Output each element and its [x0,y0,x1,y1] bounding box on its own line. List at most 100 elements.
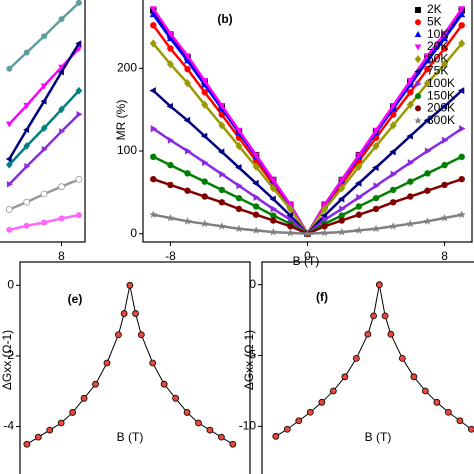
marker [269,184,277,193]
marker [341,373,349,381]
marker [150,175,157,183]
x-tick-label: 0 [304,249,311,263]
marker [406,100,414,109]
marker [329,387,337,395]
marker [287,223,294,230]
marker [458,22,465,29]
marker [69,409,77,416]
marker [184,57,192,64]
marker [269,177,277,184]
marker [218,102,226,110]
legend-label: 300K [427,113,455,127]
legend-label: 50K [427,51,448,65]
marker [150,153,157,161]
marker [424,170,431,177]
marker [252,162,260,171]
marker [6,226,13,233]
marker [441,34,449,42]
marker [390,170,398,178]
marker [415,105,421,112]
marker [236,182,243,190]
plot-area [23,281,237,448]
marker [457,210,466,219]
marker [57,68,64,76]
panel-label: (e) [68,292,83,306]
marker [217,148,225,156]
marker [441,60,449,69]
marker [252,203,260,210]
marker [387,330,395,338]
marker [303,229,312,238]
panel-label: (f) [316,290,328,304]
marker [252,179,259,187]
marker [355,179,362,187]
marker [414,55,422,64]
marker [201,78,209,85]
marker [423,53,431,60]
marker [80,394,88,402]
marker [23,440,31,448]
marker [458,6,466,13]
y-tick-label: -5 [245,348,256,362]
marker [441,45,448,52]
marker [23,142,31,150]
marker [320,212,328,220]
marker [76,111,83,118]
marker [201,178,208,185]
legend-label: 200K [427,101,455,115]
y-tick-label: 0 [7,277,14,291]
marker [58,105,65,114]
marker [217,433,225,441]
marker [406,219,415,228]
marker [160,380,168,388]
marker [149,210,158,219]
marker [441,161,448,169]
marker [200,132,208,140]
y-tick-label: -10 [239,419,257,433]
marker [183,217,192,225]
marker [184,187,191,194]
marker [184,79,192,88]
marker [407,89,414,96]
marker [251,226,261,234]
marker [201,89,208,96]
y-axis-label: ΔGxx (Ω-1) [0,330,14,390]
marker [423,79,431,88]
marker [321,223,328,230]
marker [423,57,431,64]
legend-label: 75K [427,64,448,78]
axes-frame [0,0,86,243]
marker [352,354,360,362]
legend-label: 5K [427,14,442,28]
marker [217,222,226,230]
marker [389,121,397,130]
x-tick-label: 8 [441,249,448,263]
marker [269,227,278,236]
marker [458,175,465,183]
marker [183,409,191,416]
marker [6,121,13,128]
axes-frame [142,0,473,243]
marker [24,163,31,170]
marker [206,426,214,434]
marker [6,65,13,72]
marker [172,394,180,402]
y-tick-label: 100 [117,143,137,157]
marker [339,205,346,213]
marker [354,226,364,234]
marker [441,31,449,38]
marker [166,34,174,42]
y-tick-label: -4 [3,419,14,433]
marker [389,102,397,110]
marker [167,45,174,52]
y-axis-label: ΔGxx (Ω-1) [242,330,256,390]
marker [364,330,372,338]
marker [40,124,48,133]
marker [355,152,363,159]
marker [201,193,208,200]
marker [195,419,202,427]
marker [269,195,276,203]
y-tick-label: 0 [130,226,137,240]
marker [458,39,466,48]
marker [252,152,260,159]
